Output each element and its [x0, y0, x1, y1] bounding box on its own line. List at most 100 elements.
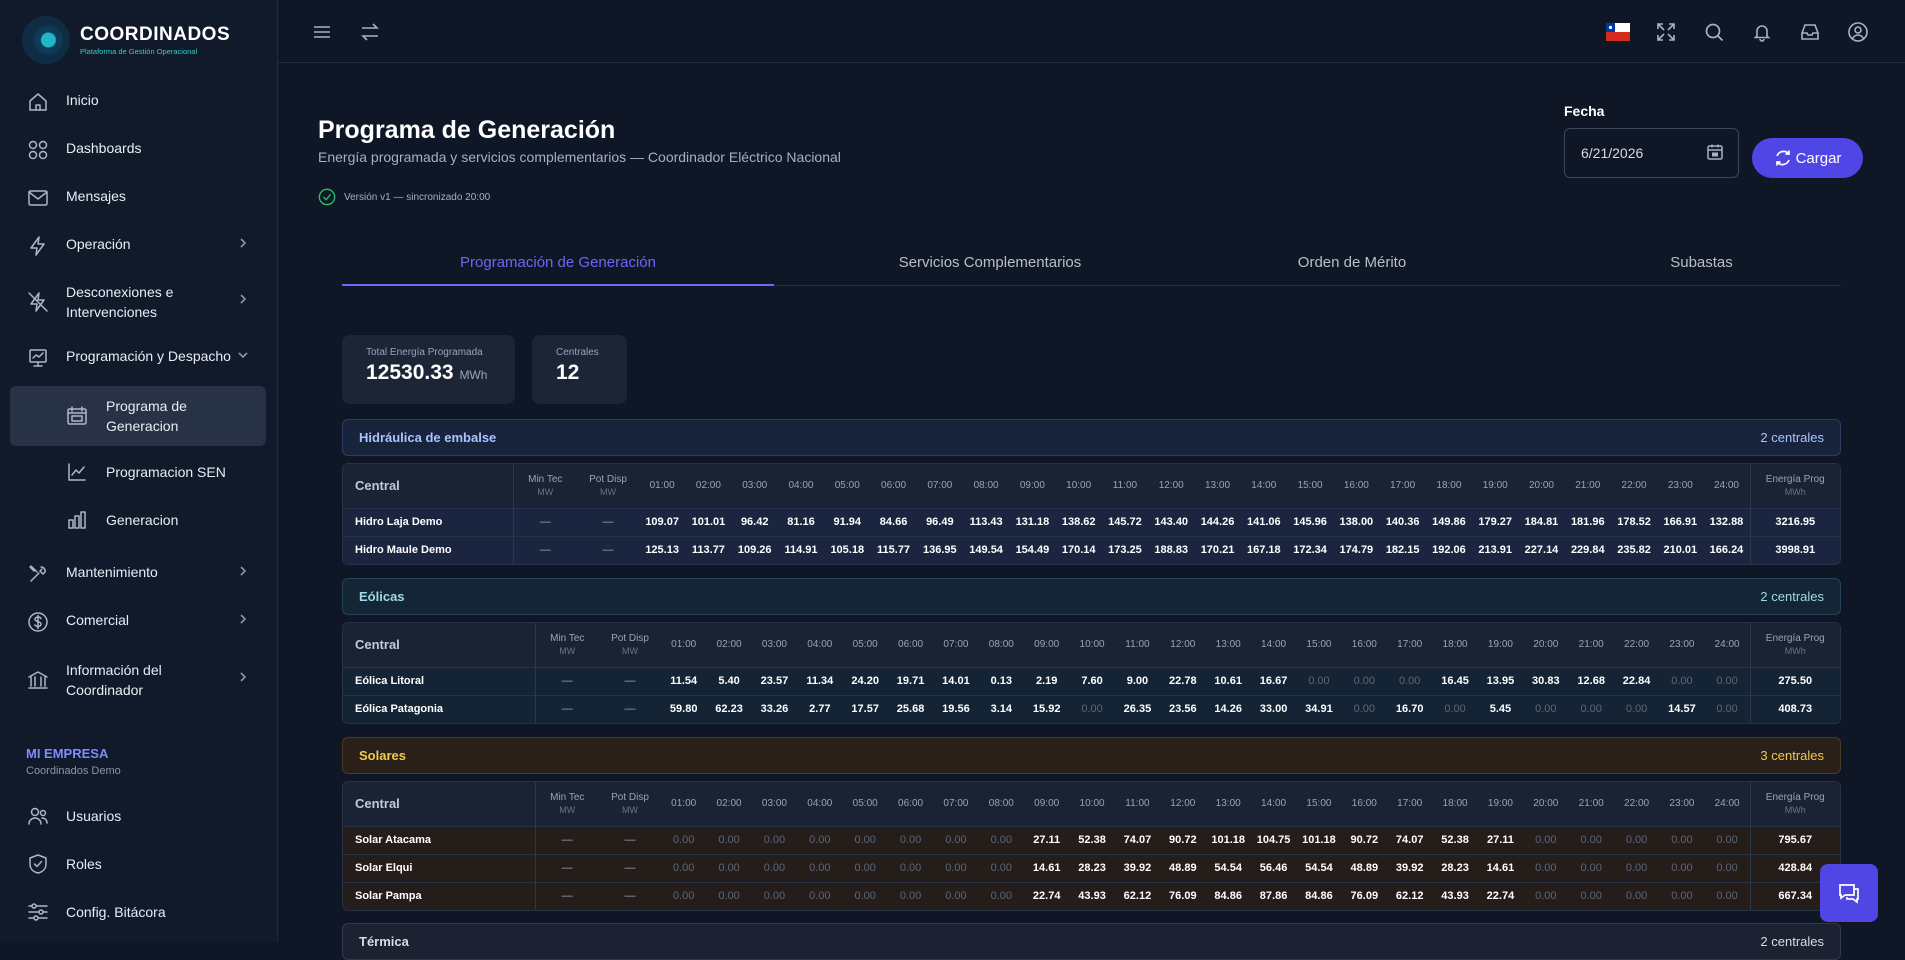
- cell-hour-value: 43.93: [1432, 881, 1478, 910]
- cell-pot-disp: —: [599, 825, 661, 854]
- table-row[interactable]: Eólica Patagonia — —59.80 62.23 33.26 2.77 17.…: [343, 694, 1840, 723]
- cell-hour-value: 174.79: [1333, 535, 1380, 564]
- sidebar-item-usuarios[interactable]: Usuarios: [0, 804, 278, 828]
- bell-icon[interactable]: [1750, 20, 1774, 44]
- cell-hour-value: 87.86: [1250, 881, 1297, 910]
- group-header[interactable]: Eólicas 2 centrales: [342, 578, 1841, 615]
- cell-hour-value: 91.94: [824, 507, 871, 536]
- cell-hour-value: 22.74: [1024, 881, 1070, 910]
- cell-hour-value: 76.09: [1160, 881, 1206, 910]
- sidebar-item-label: Programación y Despacho: [66, 348, 231, 364]
- refresh-icon: [1775, 150, 1790, 166]
- fullscreen-icon[interactable]: [1654, 20, 1678, 44]
- col-hour: 14:00: [1250, 782, 1297, 826]
- cell-hour-value: 9.00: [1114, 666, 1161, 695]
- plants-value: 12: [556, 361, 580, 384]
- tab-orden-merito[interactable]: Orden de Mérito: [1297, 254, 1407, 271]
- tab-servicios-complementarios[interactable]: Servicios Complementarios: [898, 254, 1082, 271]
- brand-logo[interactable]: COORDINADOS Plataforma de Gestión Operac…: [22, 15, 230, 65]
- sidebar-item-inicio[interactable]: Inicio: [0, 90, 278, 114]
- cell-hour-value: 0.00: [1568, 853, 1614, 882]
- sidebar-item-operación[interactable]: Operación: [0, 234, 278, 258]
- tab-bar: Programación de Generación Servicios Com…: [342, 248, 1841, 286]
- date-field[interactable]: 6/21/2026: [1564, 128, 1739, 178]
- search-icon[interactable]: [1702, 20, 1726, 44]
- chile-flag-icon[interactable]: [1606, 20, 1630, 44]
- load-button[interactable]: Cargar: [1752, 138, 1863, 178]
- col-hour: 14:00: [1250, 623, 1297, 667]
- sidebar-subitem-label: Programacion SEN: [106, 464, 226, 480]
- cell-energia-prog: 408.73: [1749, 694, 1840, 723]
- cell-hour-value: 90.72: [1160, 825, 1206, 854]
- table-row[interactable]: Hidro Maule Demo — —125.13 113.77 109.26 114.…: [343, 535, 1840, 564]
- cell-hour-value: 19.56: [933, 694, 979, 723]
- group-name: Hidráulica de embalse: [359, 430, 497, 445]
- sidebar-item-programación-y-despacho[interactable]: Programación y Despacho: [0, 346, 278, 370]
- sidebar-item-roles[interactable]: Roles: [0, 852, 278, 876]
- sidebar-subitem-generacion[interactable]: Generacion: [10, 508, 266, 532]
- sidebar-subitem-label: Programa de Generacion: [106, 398, 187, 434]
- cell-hour-value: 54.54: [1205, 853, 1251, 882]
- col-unit: MWh: [1784, 487, 1806, 498]
- tab-subastas[interactable]: Subastas: [1670, 254, 1733, 271]
- table-row[interactable]: Solar Pampa — —0.00 0.00 0.00 0.00 0.00 0.00 0.0…: [343, 881, 1840, 910]
- sidebar-item-dashboards[interactable]: Dashboards: [0, 138, 278, 162]
- swap-icon[interactable]: [358, 20, 382, 44]
- table-row[interactable]: Solar Elqui — —0.00 0.00 0.00 0.00 0.00 0.00 0.0…: [343, 853, 1840, 882]
- sidebar-item-label: Dashboards: [66, 140, 142, 156]
- cell-hour-value: 0.00: [1704, 853, 1750, 882]
- tab-programacion-generacion[interactable]: Programación de Generación: [342, 248, 774, 286]
- menu-icon[interactable]: [310, 20, 334, 44]
- col-hour: 19:00: [1477, 782, 1524, 826]
- plants-card: Centrales 12: [532, 335, 627, 404]
- brand-title: COORDINADOS: [80, 24, 231, 45]
- sidebar-subitem-programa-de-generacion[interactable]: Programa de Generacion: [10, 386, 266, 446]
- cell-hour-value: 0.00: [661, 825, 707, 854]
- group-header[interactable]: Hidráulica de embalse 2 centrales: [342, 419, 1841, 456]
- col-hour: 22:00: [1613, 623, 1660, 667]
- col-energia-label: Energía Prog: [1765, 792, 1825, 804]
- bar-chart-icon: [66, 509, 88, 534]
- cell-hour-value: 62.23: [706, 694, 752, 723]
- cell-hour-value: 2.77: [797, 694, 843, 723]
- home-icon: [27, 91, 49, 113]
- sidebar-item-mantenimiento[interactable]: Mantenimiento: [0, 562, 278, 586]
- cell-hour-value: 26.35: [1114, 694, 1161, 723]
- total-energy-unit: MWh: [459, 368, 488, 382]
- cell-hour-value: 0.00: [1523, 881, 1569, 910]
- col-hour: 05:00: [824, 464, 871, 508]
- col-hour: 19:00: [1477, 623, 1524, 667]
- cell-hour-value: 0.00: [1069, 694, 1115, 723]
- sidebar-item-comercial[interactable]: Comercial: [0, 610, 278, 634]
- cell-hour-value: 0.00: [1659, 853, 1705, 882]
- table-row[interactable]: Solar Atacama — —0.00 0.00 0.00 0.00 0.00 0.00 0…: [343, 825, 1840, 854]
- group-header[interactable]: Solares 3 centrales: [342, 737, 1841, 774]
- calendar-icon[interactable]: [1706, 143, 1724, 161]
- sidebar-item-desconexiones-e-intervenciones[interactable]: Desconexiones e Intervenciones: [0, 282, 278, 322]
- sliders-icon: [27, 901, 49, 923]
- col-hour: 01:00: [661, 782, 707, 826]
- sidebar-item-información-del-coordinador[interactable]: Información del Coordinador: [0, 660, 278, 700]
- cell-hour-value: 138.00: [1333, 507, 1380, 536]
- col-hour: 04:00: [797, 782, 843, 826]
- table-row[interactable]: Eólica Litoral — —11.54 5.40 23.57 11.34 24.20…: [343, 666, 1840, 695]
- cell-hour-value: 0.00: [797, 853, 843, 882]
- sidebar-item-label: Desconexiones e Intervenciones: [66, 284, 174, 320]
- sidebar-item-mensajes[interactable]: Mensajes: [0, 186, 278, 210]
- chevron-right-icon: [236, 292, 250, 309]
- inbox-icon[interactable]: [1798, 20, 1822, 44]
- cell-pot-disp: —: [577, 535, 639, 564]
- cell-hour-value: 0.00: [842, 853, 888, 882]
- col-hour: 07:00: [916, 464, 963, 508]
- col-hour: 09:00: [1009, 464, 1056, 508]
- sidebar-subitem-programacion-sen[interactable]: Programacion SEN: [10, 460, 266, 484]
- user-avatar-icon[interactable]: [1846, 20, 1870, 44]
- chat-button[interactable]: [1820, 864, 1878, 922]
- total-energy-label: Total Energía Programada: [366, 347, 483, 358]
- table-row[interactable]: Hidro Laja Demo — —109.07 101.01 96.42 81.16 9…: [343, 507, 1840, 536]
- sidebar-item-config-bitácora[interactable]: Config. Bitácora: [0, 900, 278, 924]
- cell-hour-value: 167.18: [1240, 535, 1287, 564]
- col-hour: 11:00: [1114, 782, 1161, 826]
- cell-hour-value: 5.40: [706, 666, 752, 695]
- power-off-icon: [27, 291, 49, 313]
